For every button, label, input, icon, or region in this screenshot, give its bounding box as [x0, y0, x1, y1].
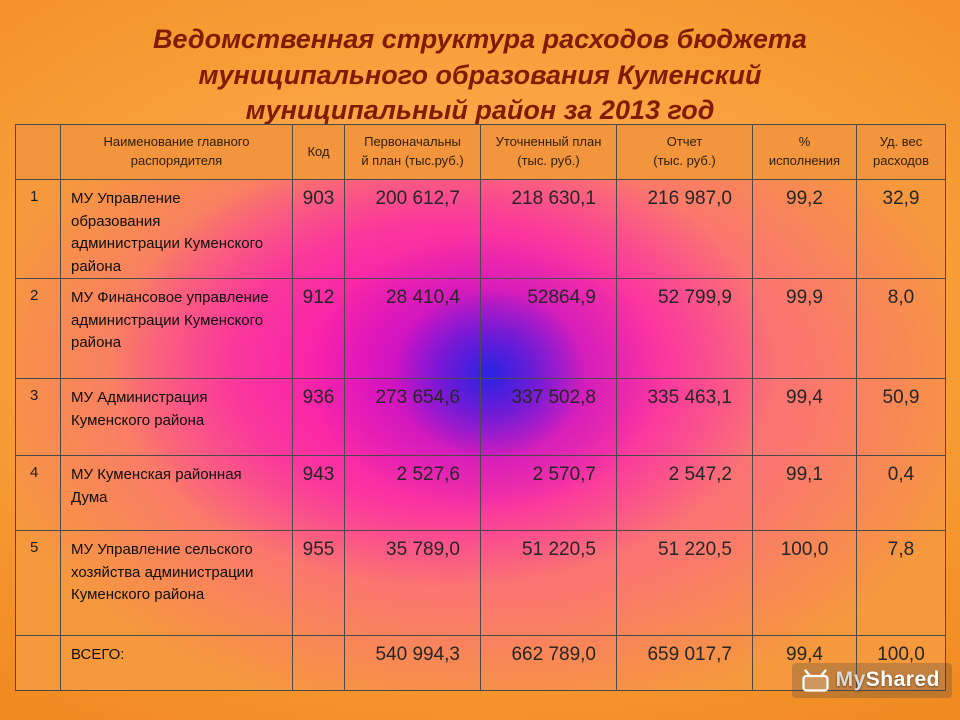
header-updated-plan: Уточненный план (тыс. руб.) — [480, 124, 617, 180]
cell-code — [292, 635, 345, 691]
cell-percent: 99,4 — [752, 378, 857, 456]
cell-code: 936 — [292, 378, 345, 456]
cell-row-number — [15, 635, 61, 691]
cell-row-number: 5 — [15, 530, 61, 636]
logo-text-my: My — [835, 668, 866, 691]
header-percent: % исполнения — [752, 124, 857, 180]
header-share: Уд. вес расходов — [856, 124, 946, 180]
table-row: 5 МУ Управление сельского хозяйства адми… — [15, 530, 946, 636]
cell-name: МУ Управление образования администрации … — [60, 179, 293, 279]
cell-row-number: 1 — [15, 179, 61, 279]
cell-row-number: 4 — [15, 455, 61, 531]
cell-report: 51 220,5 — [616, 530, 753, 636]
cell-share: 50,9 — [856, 378, 946, 456]
cell-report: 659 017,7 — [616, 635, 753, 691]
table-row: 3 МУ Администрация Куменского района 936… — [15, 378, 946, 456]
myshared-logo-text: MyShared — [836, 668, 940, 692]
cell-report: 216 987,0 — [616, 179, 753, 279]
cell-updated-plan: 52864,9 — [480, 278, 617, 379]
slide-title: Ведомственная структура расходов бюджета… — [0, 22, 960, 129]
cell-initial-plan: 540 994,3 — [344, 635, 481, 691]
table-row: 4 МУ Куменская районная Дума 943 2 527,6… — [15, 455, 946, 531]
header-code: Код — [292, 124, 345, 180]
cell-percent: 99,1 — [752, 455, 857, 531]
header-name: Наименование главного распорядителя — [60, 124, 293, 180]
cell-updated-plan: 2 570,7 — [480, 455, 617, 531]
cell-percent: 100,0 — [752, 530, 857, 636]
cell-initial-plan: 28 410,4 — [344, 278, 481, 379]
table-row: 1 МУ Управление образования администраци… — [15, 179, 946, 279]
cell-code: 912 — [292, 278, 345, 379]
cell-name: МУ Управление сельского хозяйства админи… — [60, 530, 293, 636]
cell-percent: 99,2 — [752, 179, 857, 279]
cell-report: 52 799,9 — [616, 278, 753, 379]
tv-icon — [802, 668, 829, 692]
cell-initial-plan: 35 789,0 — [344, 530, 481, 636]
header-initial-plan: Первоначальны й план (тыс.руб.) — [344, 124, 481, 180]
title-line-1: Ведомственная структура расходов бюджета — [153, 24, 807, 54]
cell-share: 100,0 — [856, 635, 946, 691]
cell-updated-plan: 218 630,1 — [480, 179, 617, 279]
budget-table-container: Наименование главного распорядителя Код … — [15, 124, 946, 691]
cell-report: 2 547,2 — [616, 455, 753, 531]
cell-share: 7,8 — [856, 530, 946, 636]
title-line-3: муниципальный район за 2013 год — [245, 95, 715, 126]
cell-share: 32,9 — [856, 179, 946, 279]
cell-name: МУ Администрация Куменского района — [60, 378, 293, 456]
cell-report: 335 463,1 — [616, 378, 753, 456]
table-header-row: Наименование главного распорядителя Код … — [15, 124, 946, 180]
cell-updated-plan: 51 220,5 — [480, 530, 617, 636]
cell-share: 0,4 — [856, 455, 946, 531]
cell-initial-plan: 2 527,6 — [344, 455, 481, 531]
table-row: 2 МУ Финансовое управление администрации… — [15, 278, 946, 379]
budget-table: Наименование главного распорядителя Код … — [15, 124, 946, 691]
cell-name: МУ Финансовое управление администрации К… — [60, 278, 293, 379]
logo-text-shared: Shared — [865, 668, 940, 691]
title-line-2: муниципального образования Куменский — [198, 59, 762, 90]
cell-code: 943 — [292, 455, 345, 531]
cell-total-label: ВСЕГО: — [60, 635, 293, 691]
cell-row-number: 2 — [15, 278, 61, 379]
header-row-number — [15, 124, 61, 180]
cell-share: 8,0 — [856, 278, 946, 379]
cell-initial-plan: 200 612,7 — [344, 179, 481, 279]
cell-initial-plan: 273 654,6 — [344, 378, 481, 456]
header-report: Отчет (тыс. руб.) — [616, 124, 753, 180]
cell-code: 955 — [292, 530, 345, 636]
cell-code: 903 — [292, 179, 345, 279]
cell-row-number: 3 — [15, 378, 61, 456]
cell-updated-plan: 337 502,8 — [480, 378, 617, 456]
cell-percent: 99,4 — [752, 635, 857, 691]
cell-name: МУ Куменская районная Дума — [60, 455, 293, 531]
cell-updated-plan: 662 789,0 — [480, 635, 617, 691]
cell-percent: 99,9 — [752, 278, 857, 379]
table-total-row: ВСЕГО: 540 994,3 662 789,0 659 017,7 99,… — [15, 635, 946, 691]
myshared-watermark: MyShared — [791, 663, 952, 698]
